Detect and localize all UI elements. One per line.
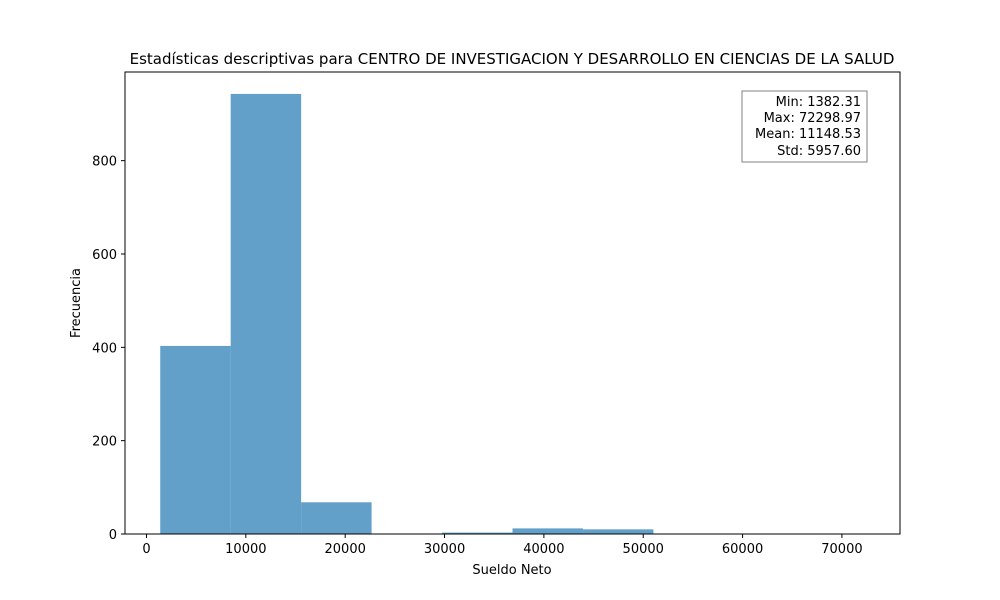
x-tick-label: 10000 [225,542,266,557]
histogram-bar [512,528,583,534]
x-tick-label: 0 [142,542,150,557]
histogram-bar [160,345,231,534]
x-tick-label: 30000 [424,542,465,557]
x-tick-label: 60000 [722,542,763,557]
stats-mean: Mean: 11148.53 [755,127,861,142]
stats-min: Min: 1382.31 [776,95,861,110]
y-axis-ticks: 0 200 400 600 800 [92,155,125,543]
x-tick-label: 70000 [821,542,862,557]
y-tick-label: 800 [92,155,117,170]
x-axis-ticks: 0 10000 20000 30000 40000 50000 60000 70000 [142,534,863,557]
stats-box: Min: 1382.31 Max: 72298.97 Mean: 11148.5… [741,90,868,163]
chart-title: Estadísticas descriptivas para CENTRO DE… [130,50,895,68]
x-axis-label: Sueldo Neto [472,563,551,578]
x-tick-label: 40000 [523,542,564,557]
x-tick-label: 50000 [623,542,664,557]
stats-frame [741,90,868,163]
stats-max: Max: 72298.97 [764,111,861,126]
stats-std: Std: 5957.60 [777,144,861,159]
histogram-bar [230,93,302,534]
y-tick-label: 600 [92,248,117,263]
y-axis-label: Frecuencia [69,268,84,338]
histogram-bar [582,529,654,534]
y-tick-label: 0 [109,528,117,543]
y-tick-label: 400 [92,341,117,356]
histogram-bar [301,502,372,534]
y-tick-label: 200 [92,435,117,450]
histogram-bar [442,532,513,534]
plot-frame [124,71,901,535]
bars-group [160,93,865,534]
x-tick-label: 20000 [325,542,366,557]
